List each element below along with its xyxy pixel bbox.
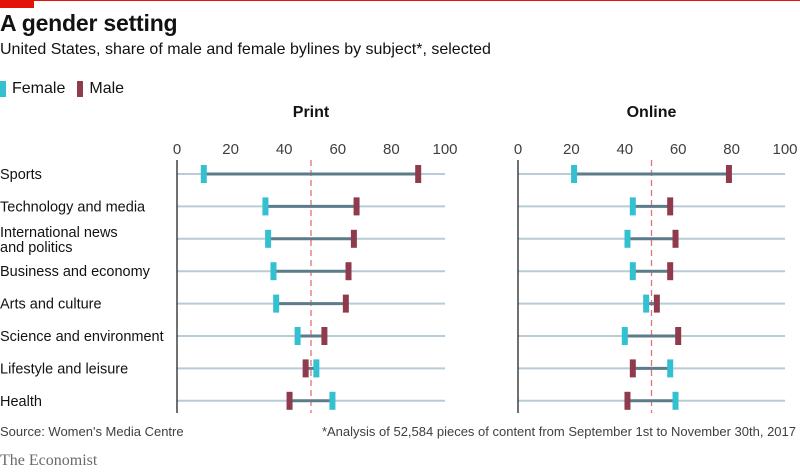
female-marker [643,294,650,313]
tick-label: 100 [772,141,797,158]
male-marker [350,229,357,248]
male-marker [653,294,660,313]
legend-male-swatch [77,81,84,97]
male-marker [302,359,309,378]
legend: Female Male [0,80,136,98]
category-label: Sports [0,167,42,183]
tick-label: 100 [432,141,457,158]
legend-female-label: Female [12,80,66,97]
tick-label: 40 [616,141,633,158]
legend-female: Female [0,80,65,98]
male-marker [345,262,352,281]
tick-label: 80 [383,141,400,158]
footnote: *Analysis of 52,584 pieces of content fr… [321,424,796,439]
legend-male-label: Male [89,80,125,97]
panel-title: Online [627,104,677,121]
tick-label: 80 [723,141,740,158]
male-marker [321,327,328,345]
female-marker [265,229,272,248]
female-marker [329,391,336,410]
female-marker [262,197,269,216]
category-label: Arts and culture [0,297,102,313]
chart-subtitle: United States, share of male and female … [0,41,491,58]
female-marker [200,165,207,183]
chart-title: A gender setting [0,10,178,36]
category-label: Business and economy [0,264,151,280]
panel-title: Print [293,104,330,121]
male-marker [286,391,293,410]
tick-label: 60 [670,141,687,158]
male-marker [667,262,674,281]
female-marker [294,327,301,345]
category-label: Science and environment [0,329,164,345]
category-label: International news and politics [0,225,118,256]
female-marker [571,165,578,183]
female-marker [270,262,277,281]
source-note: Source: Women's Media Centre [0,424,184,439]
female-marker [273,294,280,313]
legend-female-swatch [0,81,6,97]
top-rule [0,0,800,1]
female-marker [629,197,636,216]
legend-male: Male [77,80,124,98]
tick-label: 0 [173,141,181,158]
female-marker [629,262,636,281]
male-marker [667,197,674,216]
female-marker [672,391,679,410]
male-marker [342,294,349,313]
male-marker [675,327,682,345]
publisher-brand: The Economist [0,452,98,469]
category-label: Health [0,394,42,410]
male-marker [629,359,636,378]
tick-label: 40 [276,141,293,158]
tick-label: 0 [514,141,522,158]
tick-label: 20 [222,141,239,158]
male-marker [415,165,422,183]
male-marker [624,391,631,410]
brand-tag [0,0,34,8]
female-marker [621,327,628,345]
female-marker [313,359,320,378]
female-marker [667,359,674,378]
tick-label: 20 [563,141,580,158]
category-label: Technology and media [0,199,146,215]
female-marker [624,229,631,248]
male-marker [672,229,679,248]
male-marker [353,197,360,216]
tick-label: 60 [329,141,346,158]
category-label: Lifestyle and leisure [0,361,128,377]
male-marker [725,165,732,183]
